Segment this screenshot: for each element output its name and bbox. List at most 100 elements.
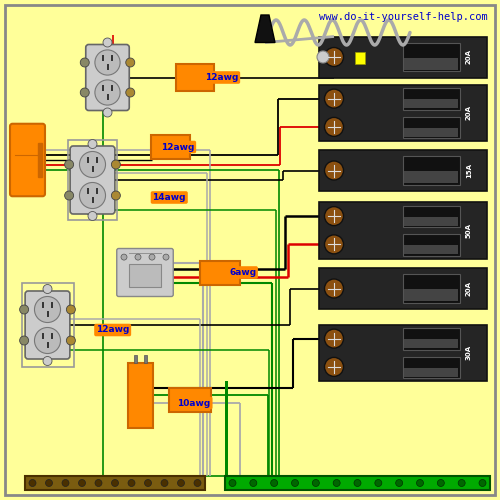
Bar: [403, 156, 460, 185]
Circle shape: [479, 480, 486, 486]
Circle shape: [375, 480, 382, 486]
Circle shape: [250, 480, 257, 486]
Bar: [404, 58, 458, 70]
Circle shape: [80, 58, 89, 67]
Bar: [404, 290, 458, 302]
Circle shape: [396, 480, 402, 486]
Bar: [22, 283, 74, 367]
FancyBboxPatch shape: [176, 64, 214, 91]
Text: www.do-it-yourself-help.com: www.do-it-yourself-help.com: [319, 12, 488, 22]
Circle shape: [80, 182, 106, 208]
Circle shape: [178, 480, 184, 486]
FancyBboxPatch shape: [200, 260, 240, 284]
Circle shape: [324, 89, 344, 108]
Bar: [25, 476, 205, 490]
Text: 50A: 50A: [466, 223, 472, 238]
Circle shape: [354, 480, 361, 486]
Text: 30A: 30A: [466, 345, 472, 360]
Circle shape: [324, 161, 344, 180]
Bar: [144, 354, 146, 362]
Bar: [129, 264, 160, 286]
Bar: [404, 172, 458, 183]
Circle shape: [312, 480, 320, 486]
Circle shape: [324, 279, 344, 298]
Circle shape: [78, 480, 86, 486]
Circle shape: [324, 329, 344, 348]
Circle shape: [292, 480, 298, 486]
Bar: [403, 356, 460, 378]
Circle shape: [126, 88, 135, 97]
FancyBboxPatch shape: [86, 44, 129, 110]
Circle shape: [43, 356, 52, 366]
Circle shape: [438, 480, 444, 486]
Circle shape: [229, 480, 236, 486]
Bar: [319, 36, 486, 78]
Circle shape: [34, 296, 60, 322]
Circle shape: [161, 480, 168, 486]
Text: 12awg: 12awg: [161, 142, 194, 152]
Circle shape: [416, 480, 424, 486]
Bar: [403, 42, 460, 71]
Circle shape: [64, 160, 74, 169]
Circle shape: [112, 191, 120, 200]
Text: 6awg: 6awg: [229, 268, 256, 277]
Polygon shape: [255, 15, 275, 42]
Text: 15A: 15A: [466, 163, 472, 178]
Circle shape: [95, 480, 102, 486]
Bar: [403, 206, 460, 228]
Circle shape: [324, 358, 344, 376]
Circle shape: [103, 108, 112, 117]
Bar: [355, 52, 365, 64]
Circle shape: [103, 38, 112, 47]
Bar: [404, 217, 458, 226]
Circle shape: [88, 140, 97, 148]
Circle shape: [144, 480, 152, 486]
Circle shape: [43, 284, 52, 294]
Circle shape: [194, 480, 201, 486]
Bar: [403, 328, 460, 350]
Circle shape: [112, 480, 118, 486]
Bar: [404, 128, 458, 136]
Circle shape: [95, 50, 120, 75]
Text: 10awg: 10awg: [178, 398, 211, 407]
Circle shape: [20, 336, 28, 345]
Circle shape: [333, 480, 340, 486]
Circle shape: [95, 80, 120, 105]
FancyBboxPatch shape: [25, 291, 70, 359]
Bar: [403, 88, 460, 110]
Circle shape: [458, 480, 465, 486]
Text: 12awg: 12awg: [96, 326, 130, 334]
Text: 20A: 20A: [466, 50, 472, 64]
Circle shape: [64, 191, 74, 200]
Circle shape: [46, 480, 52, 486]
FancyBboxPatch shape: [150, 135, 190, 159]
Text: 20A: 20A: [466, 106, 472, 120]
Circle shape: [126, 58, 135, 67]
Bar: [319, 150, 486, 191]
Circle shape: [29, 480, 36, 486]
FancyBboxPatch shape: [169, 388, 211, 412]
Circle shape: [88, 212, 97, 220]
Circle shape: [149, 254, 155, 260]
Bar: [68, 140, 117, 220]
Bar: [38, 143, 42, 177]
Circle shape: [112, 160, 120, 169]
Bar: [134, 354, 136, 362]
Circle shape: [80, 88, 89, 97]
Text: 14awg: 14awg: [152, 193, 186, 202]
Bar: [403, 234, 460, 256]
Circle shape: [20, 305, 28, 314]
FancyBboxPatch shape: [70, 146, 115, 214]
Circle shape: [80, 152, 106, 178]
FancyBboxPatch shape: [116, 248, 173, 296]
Circle shape: [135, 254, 141, 260]
Bar: [128, 362, 152, 428]
Bar: [404, 100, 458, 108]
Circle shape: [270, 480, 278, 486]
Bar: [403, 116, 460, 138]
Circle shape: [324, 206, 344, 226]
Circle shape: [163, 254, 169, 260]
Bar: [404, 368, 458, 376]
Bar: [404, 245, 458, 254]
Text: 12awg: 12awg: [205, 73, 238, 82]
